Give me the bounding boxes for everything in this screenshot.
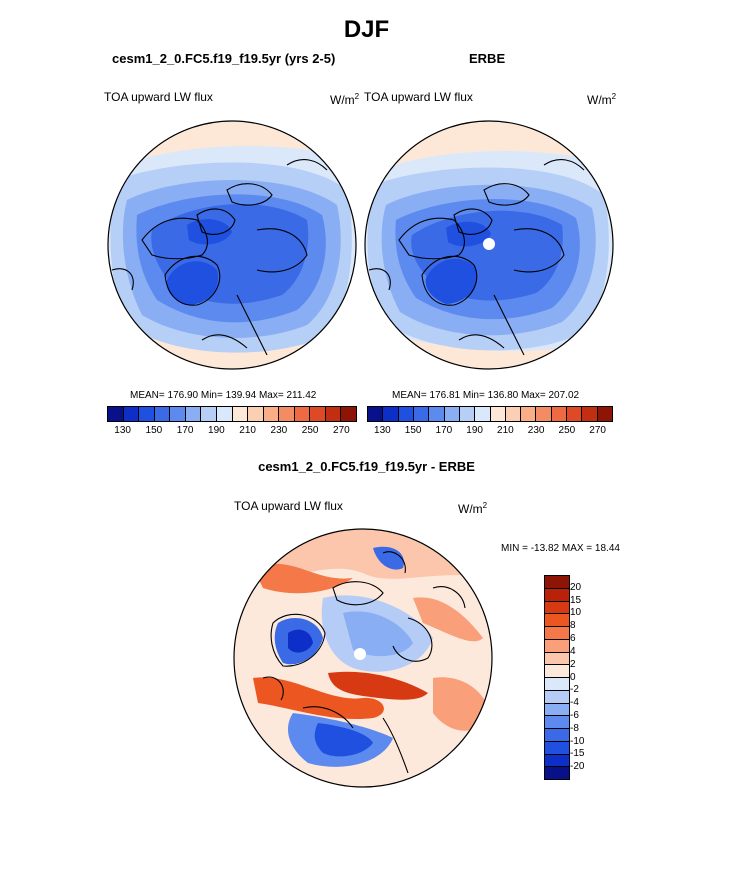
- diff-colorbar-tick-label: 6: [570, 633, 576, 645]
- left-colorbar-swatch: [201, 407, 217, 421]
- diff-colorbar-tick-label: 10: [570, 607, 582, 619]
- diff-colorbar: [544, 575, 570, 780]
- diff-colorbar-tick-label: 0: [570, 671, 576, 683]
- diff-panel-title: cesm1_2_0.FC5.f19_f19.5yr - ERBE: [258, 459, 475, 474]
- right-colorbar-tick-label: 130: [374, 425, 391, 436]
- left-colorbar-swatch: [185, 407, 202, 421]
- left-colorbar-swatch: [108, 407, 124, 421]
- difference-polar-map: [233, 528, 493, 788]
- diff-colorbar-swatch: [545, 754, 569, 768]
- right-colorbar-tick-label: 230: [527, 425, 545, 436]
- left-colorbar-tick-label: 250: [301, 425, 319, 436]
- diff-colorbar-swatch: [545, 767, 569, 779]
- left-colorbar-tick-label: 130: [114, 425, 131, 436]
- diff-minmax: MIN = -13.82 MAX = 18.44: [501, 543, 620, 554]
- left-colorbar-swatch: [279, 407, 295, 421]
- right-colorbar-swatch: [475, 407, 491, 421]
- right-colorbar-swatch: [368, 407, 384, 421]
- left-colorbar: [107, 406, 357, 422]
- diff-colorbar-tick-label: -4: [570, 697, 579, 709]
- left-colorbar-swatch: [139, 407, 155, 421]
- right-colorbar-swatch: [521, 407, 537, 421]
- right-colorbar-tick-label: 210: [497, 425, 514, 436]
- left-colorbar-tick-label: 150: [145, 425, 163, 436]
- diff-colorbar-swatch: [545, 729, 569, 742]
- right-panel-title: ERBE: [469, 51, 506, 66]
- left-colorbar-swatch: [294, 407, 311, 421]
- diff-colorbar-swatch: [545, 601, 569, 615]
- left-polar-map: [107, 120, 357, 370]
- left-colorbar-swatch: [170, 407, 186, 421]
- left-colorbar-swatch: [123, 407, 140, 421]
- left-colorbar-tick-label: 230: [270, 425, 288, 436]
- diff-colorbar-swatch: [545, 665, 569, 678]
- diff-colorbar-swatch: [545, 703, 569, 717]
- right-colorbar-tick-label: 150: [404, 425, 422, 436]
- left-colorbar-tick-label: 210: [239, 425, 256, 436]
- diff-units-label: W/m2: [458, 501, 488, 516]
- diff-colorbar-swatch: [545, 690, 569, 704]
- diff-colorbar-swatch: [545, 678, 569, 691]
- diff-colorbar-tick-label: 2: [570, 658, 576, 670]
- diff-colorbar-tick-label: -2: [570, 684, 579, 696]
- left-colorbar-tick-label: 270: [333, 425, 350, 436]
- left-colorbar-swatch: [154, 407, 171, 421]
- right-colorbar-swatch: [459, 407, 476, 421]
- right-colorbar-swatch: [597, 407, 612, 421]
- diff-colorbar-swatch: [545, 741, 569, 755]
- diff-colorbar-tick-label: -6: [570, 709, 579, 721]
- diff-colorbar-swatch: [545, 716, 569, 729]
- left-colorbar-swatch: [232, 407, 249, 421]
- left-colorbar-swatch: [341, 407, 356, 421]
- figure-title: DJF: [343, 16, 390, 43]
- right-variable-label: TOA upward LW flux: [364, 90, 473, 104]
- diff-colorbar-tick-label: 8: [570, 620, 576, 632]
- diff-colorbar-tick-label: 4: [570, 645, 576, 657]
- diff-colorbar-tick-label: -15: [570, 748, 585, 760]
- right-colorbar-swatch: [536, 407, 552, 421]
- diff-colorbar-tick-label: -8: [570, 722, 579, 734]
- right-colorbar-swatch: [383, 407, 399, 421]
- right-colorbar: [367, 406, 613, 422]
- right-colorbar-tick-label: 190: [466, 425, 483, 436]
- left-colorbar-swatch: [248, 407, 264, 421]
- diff-colorbar-swatch: [545, 652, 569, 666]
- diff-colorbar-swatch: [545, 639, 569, 653]
- right-units-label: W/m2: [587, 92, 617, 107]
- diff-colorbar-swatch: [545, 588, 569, 602]
- right-colorbar-swatch: [551, 407, 568, 421]
- right-colorbar-swatch: [413, 407, 430, 421]
- left-units-label: W/m2: [330, 92, 360, 107]
- diff-colorbar-tick-label: 20: [570, 581, 582, 593]
- left-colorbar-swatch: [325, 407, 342, 421]
- right-colorbar-swatch: [582, 407, 598, 421]
- left-panel-title: cesm1_2_0.FC5.f19_f19.5yr (yrs 2-5): [112, 51, 336, 66]
- diff-colorbar-swatch: [545, 627, 569, 640]
- right-colorbar-tick-label: 250: [558, 425, 576, 436]
- right-colorbar-swatch: [490, 407, 506, 421]
- left-variable-label: TOA upward LW flux: [104, 90, 213, 104]
- right-stats: MEAN= 176.81 Min= 136.80 Max= 207.02: [392, 390, 580, 401]
- right-colorbar-tick-label: 170: [435, 425, 453, 436]
- left-colorbar-tick-label: 170: [176, 425, 194, 436]
- right-colorbar-swatch: [567, 407, 583, 421]
- diff-colorbar-tick-label: -20: [570, 761, 585, 773]
- left-colorbar-tick-label: 190: [208, 425, 225, 436]
- left-colorbar-swatch: [310, 407, 326, 421]
- left-colorbar-swatch: [216, 407, 233, 421]
- diff-colorbar-swatch: [545, 614, 569, 627]
- right-colorbar-swatch: [444, 407, 460, 421]
- left-colorbar-swatch: [263, 407, 280, 421]
- right-colorbar-swatch: [398, 407, 414, 421]
- diff-variable-label: TOA upward LW flux: [234, 499, 343, 513]
- right-colorbar-swatch: [429, 407, 445, 421]
- right-colorbar-tick-label: 270: [589, 425, 606, 436]
- diff-colorbar-swatch: [545, 576, 569, 589]
- right-polar-map: [364, 120, 614, 370]
- diff-colorbar-tick-label: 15: [570, 594, 582, 606]
- left-stats: MEAN= 176.90 Min= 139.94 Max= 211.42: [130, 390, 317, 401]
- right-colorbar-swatch: [505, 407, 522, 421]
- diff-colorbar-tick-label: -10: [570, 735, 585, 747]
